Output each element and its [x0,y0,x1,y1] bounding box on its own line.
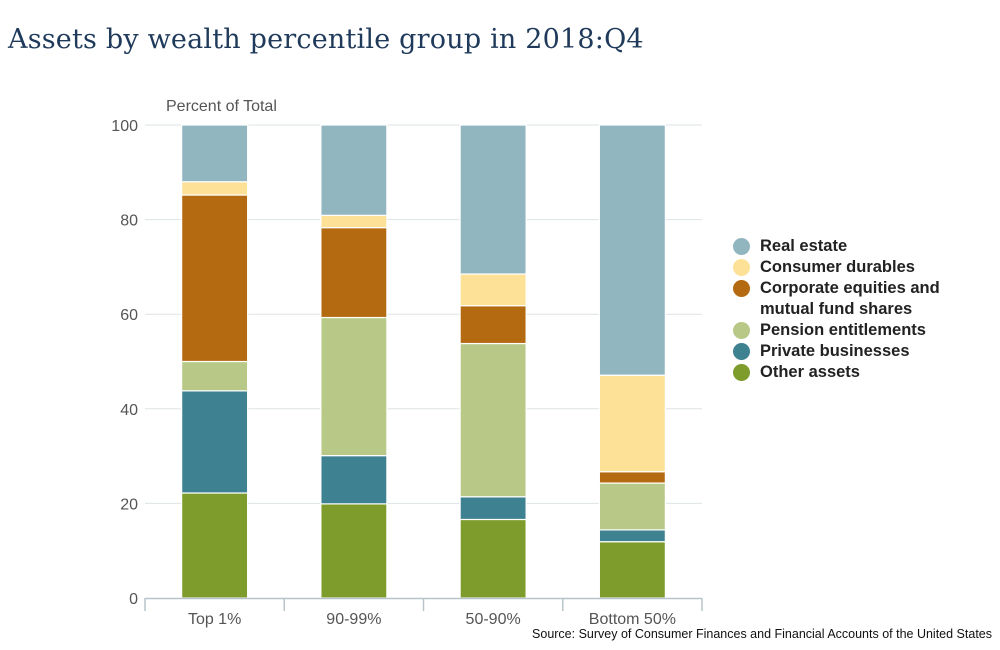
legend-swatch [733,343,750,360]
bar-segment [320,227,388,319]
x-tick-label: 50-90% [466,611,521,628]
legend-swatch [733,364,750,381]
bar-segment [598,541,666,599]
bar-segment [181,181,249,196]
legend-label: Other assets [760,363,860,381]
bars [181,124,666,599]
legend-item: Corporate equities and mutual fund share… [733,278,995,320]
bar-segment [320,455,388,505]
y-axis-label: Percent of Total [166,98,277,115]
y-tick-label: 80 [120,213,138,230]
bar-segment [598,529,666,543]
bar-segment [598,374,666,473]
y-tick-label: 100 [111,118,138,135]
bar-segment [598,471,666,484]
bar-segment [181,390,249,494]
bar-segment [320,503,388,599]
y-tick-label: 0 [129,591,138,608]
legend-label: Consumer durables [760,258,915,276]
bar-segment [181,492,249,599]
bar-segment [459,518,527,599]
bar-segment [598,482,666,531]
legend-label: Private businesses [760,342,910,360]
bar-segment [459,305,527,345]
bar-segment [459,342,527,498]
chart-title: Assets by wealth percentile group in 201… [8,24,644,55]
bar-segment [181,124,249,183]
bar-segment [320,316,388,457]
legend-item: Real estate [733,236,995,257]
bar-segment [181,360,249,392]
bar-segment [320,124,388,216]
legend-item: Other assets [733,362,995,383]
legend-label: Corporate equities and mutual fund share… [760,279,940,318]
x-tick-label: Bottom 50% [589,611,676,628]
axes: 0 20 40 60 80 100 Top 1% 90-99% 50-90% Bottom 50% [111,118,703,628]
x-tick-label: Top 1% [188,611,241,628]
legend-swatch [733,322,750,339]
legend-label: Pension entitlements [760,321,926,339]
x-tick-label: 90-99% [326,611,381,628]
y-tick-label: 20 [120,496,138,513]
legend-label: Real estate [760,237,848,255]
bar-segment [320,214,388,229]
legend-item: Consumer durables [733,257,995,278]
legend-item: Private businesses [733,341,995,362]
legend: Real estate Consumer durables Corporate eq… [733,236,995,383]
bar-segment [459,273,527,307]
legend-swatch [733,259,750,276]
legend-item: Pension entitlements [733,320,995,341]
bar-segment [459,496,527,521]
bar-segment [459,124,527,275]
source-note: Source: Survey of Consumer Finances and … [532,627,992,641]
bar-segment [598,124,666,376]
bar-segment [181,194,249,363]
y-tick-label: 60 [120,307,138,324]
y-tick-label: 40 [120,402,138,419]
legend-swatch [733,280,750,297]
legend-swatch [733,238,750,255]
